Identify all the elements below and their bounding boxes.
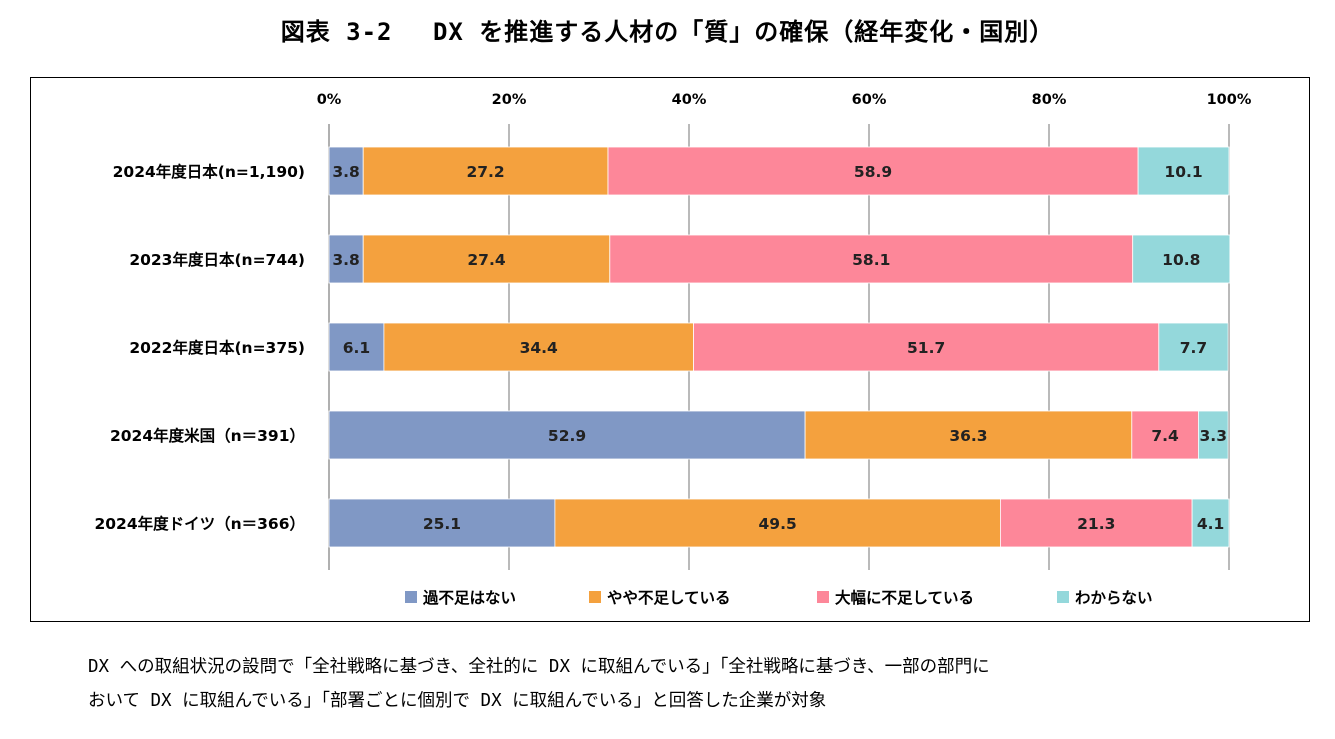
legend: 過不足はない やや不足している 大幅に不足している わからない (405, 588, 1153, 607)
data-label: 49.5 (759, 515, 797, 533)
category-label: 2024年度日本(n=1,190) (113, 162, 305, 181)
bar-segment (328, 498, 556, 548)
data-label: 51.7 (907, 339, 945, 357)
data-label: 10.8 (1162, 251, 1200, 269)
bar-segment (328, 146, 364, 196)
data-label: 3.8 (332, 163, 359, 181)
data-label: 27.2 (466, 163, 504, 181)
data-label: 36.3 (949, 427, 987, 445)
data-label: 52.9 (548, 427, 586, 445)
legend-swatch (589, 591, 601, 603)
category-label: 2022年度日本(n=375) (129, 338, 305, 357)
bar-segment (1198, 410, 1229, 460)
bar-segment (1158, 322, 1229, 372)
stacked-bar-chart: 0% 20% 40% 60% 80% 100% 3.8 27.2 58.9 10.1 3.8 27.… (94, 92, 1252, 607)
data-label: 4.1 (1197, 515, 1224, 533)
data-label: 7.4 (1151, 427, 1179, 445)
bar-segment (1000, 498, 1193, 548)
data-label: 7.7 (1180, 339, 1207, 357)
bar-segment (693, 322, 1160, 372)
x-tick-label: 60% (852, 92, 887, 108)
data-label: 58.9 (854, 163, 892, 181)
data-label: 58.1 (852, 251, 890, 269)
x-tick-label: 40% (672, 92, 707, 108)
x-tick-label: 20% (492, 92, 527, 108)
legend-swatch (405, 591, 417, 603)
data-label: 3.3 (1200, 427, 1227, 445)
category-label: 2023年度日本(n=744) (129, 250, 305, 269)
bar-segment (328, 322, 385, 372)
bar-segment (554, 498, 1001, 548)
data-label: 21.3 (1077, 515, 1115, 533)
data-label: 6.1 (343, 339, 370, 357)
bar-segment (362, 146, 609, 196)
data-label: 34.4 (520, 339, 558, 357)
data-label: 27.4 (467, 251, 505, 269)
x-tick-label: 100% (1207, 92, 1252, 108)
data-label: 10.1 (1164, 163, 1202, 181)
bar-segment (328, 234, 364, 284)
legend-label: 過不足はない (422, 589, 516, 607)
bars: 3.8 27.2 58.9 10.1 3.8 27.4 58.1 10.8 6.1 34.4 51.… (328, 146, 1231, 548)
bar-segment (1131, 410, 1199, 460)
data-label: 3.8 (332, 251, 359, 269)
bar-segment (1191, 498, 1230, 548)
chart-frame: 0% 20% 40% 60% 80% 100% 3.8 27.2 58.9 10.1 3.8 27.… (30, 77, 1310, 622)
data-label: 25.1 (423, 515, 461, 533)
x-tick-label: 0% (317, 92, 342, 108)
bar-segment (1132, 234, 1231, 284)
footnote-line-2: おいて DX に取組んでいる」「部署ごとに個別で DX に取組んでいる」と回答し… (88, 691, 827, 711)
legend-label: 大幅に不足している (835, 588, 974, 607)
category-labels: 2024年度日本(n=1,190) 2023年度日本(n=744) 2022年度日本… (94, 162, 305, 533)
footnote-line-1: DX への取組状況の設問で「全社戦略に基づき、全社的に DX に取組んでいる」「… (88, 657, 990, 677)
legend-swatch (817, 591, 829, 603)
x-tick-label: 80% (1032, 92, 1067, 108)
category-label: 2024年度ドイツ（n＝366） (94, 514, 305, 533)
bar-segment (328, 410, 806, 460)
bar-segment (607, 146, 1139, 196)
bar-segment (383, 322, 694, 372)
legend-swatch (1057, 591, 1069, 603)
bar-segment (1137, 146, 1230, 196)
figure-title: 図表 3-2 DX を推進する人材の「質」の確保（経年変化・国別） (280, 18, 1055, 46)
x-axis-ticks: 0% 20% 40% 60% 80% 100% (317, 92, 1252, 108)
legend-label: わからない (1075, 589, 1153, 607)
footnote: DX への取組状況の設問で「全社戦略に基づき、全社的に DX に取組んでいる」「… (88, 650, 1313, 718)
bar-segment (362, 234, 611, 284)
bar-segment (804, 410, 1133, 460)
legend-label: やや不足している (607, 589, 731, 607)
category-label: 2024年度米国（n＝391） (110, 426, 305, 445)
